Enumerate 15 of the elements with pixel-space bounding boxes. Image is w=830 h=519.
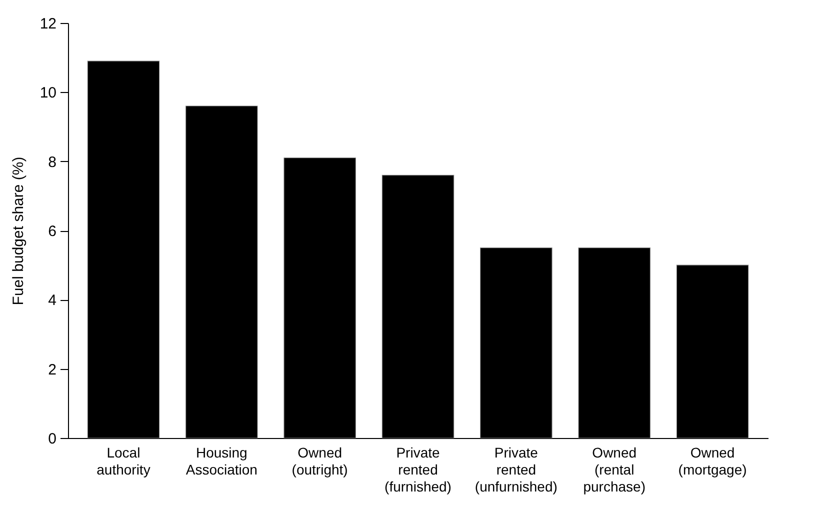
- x-tick-label: Private rented (unfurnished): [474, 444, 558, 494]
- y-tick-label: 6: [48, 223, 56, 240]
- x-tick-label: Local authority: [96, 444, 150, 478]
- x-tick-label: Owned (outright): [292, 444, 348, 478]
- y-axis-title: Fuel budget share (%): [10, 156, 27, 306]
- y-tick-label: 10: [40, 84, 56, 102]
- y-tick-label: 2: [48, 361, 56, 378]
- x-tick-label: Owned (rental purchase): [583, 444, 646, 494]
- x-tick-label: Private rented (furnished): [384, 444, 452, 494]
- y-tick-label: 12: [40, 16, 56, 32]
- y-tick-label: 0: [48, 430, 56, 448]
- x-tick-label: Owned (mortgage): [678, 444, 747, 478]
- y-tick-label: 8: [48, 154, 56, 171]
- y-tick-label: 4: [48, 292, 56, 310]
- x-tick-label: Housing Association: [186, 444, 258, 478]
